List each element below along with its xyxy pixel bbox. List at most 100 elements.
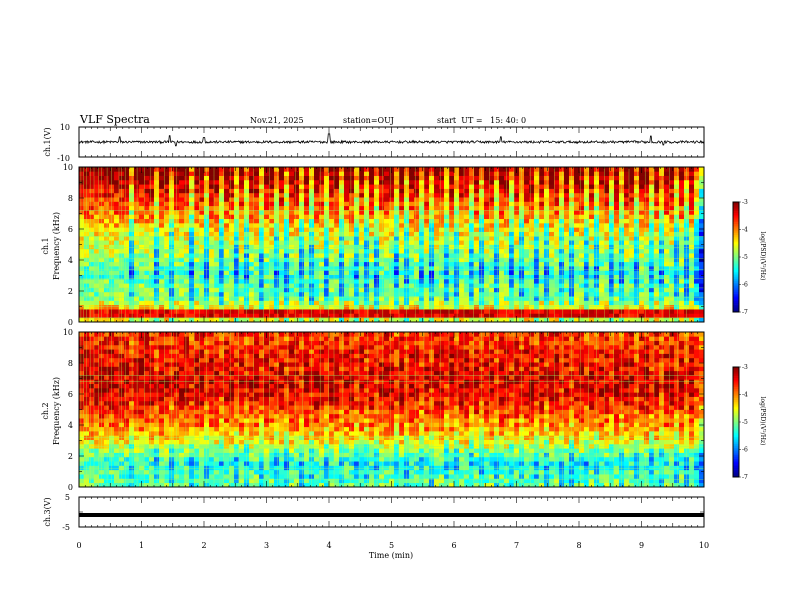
spectrogram-cell [674,309,680,314]
spectrogram-cell [299,188,305,194]
spectrogram-cell [219,278,225,284]
spectrogram-cell [469,313,475,319]
spectrogram-cell [544,175,550,181]
spectrogram-cell [424,304,430,310]
spectrogram-cell [654,287,660,293]
spectrogram-cell [114,257,120,263]
spectrogram-cell [554,274,560,280]
spectrogram-cell [394,227,400,232]
spectrogram-cell [419,188,425,194]
spectrogram-cell [89,304,95,310]
spectrogram-cell [234,253,240,258]
spectrogram-cell [149,309,155,314]
spectrogram-cell [289,283,295,288]
spectrogram-cell [159,248,165,254]
spectrogram-cell [649,257,655,263]
spectrogram-cell [354,231,360,237]
spectrogram-cell [164,188,170,194]
spectrogram-cell [294,231,300,237]
spectrogram-cell [399,218,405,224]
spectrogram-cell [604,283,610,288]
spectrogram-cell [639,300,645,306]
spectrogram-cell [199,184,205,189]
spectrogram-cell [89,201,95,207]
spectrogram-cell [249,179,255,185]
spectrogram-cell [439,167,445,172]
spectrogram-cell [294,283,300,288]
spectrogram-cell [699,317,705,323]
spectrogram-cell [694,296,700,301]
spectrogram-cell [199,214,205,220]
spectrogram-cells [79,167,705,323]
spectrogram-cell [469,257,475,263]
spectrogram-cell [634,317,640,323]
spectrogram-cell [574,248,580,254]
spectrogram-cell [234,309,240,314]
spectrogram-cell [654,205,660,211]
spectrogram-cell [279,184,285,189]
spectrogram-cell [274,257,280,263]
spectrogram-cell [129,283,135,288]
spectrogram-cell [354,287,360,293]
spectrogram-cell [294,227,300,232]
spectrogram-cell [234,167,240,172]
spectrogram-cell [304,184,310,189]
spectrogram-cell [254,287,260,293]
spectrogram-cell [214,270,220,275]
spectrogram-cell [224,291,230,297]
spectrogram-cell [624,201,630,207]
spectrogram-cell [129,218,135,224]
spectrogram-cell [419,175,425,181]
spectrogram-cell [414,184,420,189]
spectrogram-cell [184,270,190,275]
spectrogram-cell [379,266,385,271]
spectrogram-cell [384,304,390,310]
spectrogram-cell [579,274,585,280]
spectrogram-cell [104,270,110,275]
spectrogram-cell [334,300,340,306]
spectrogram-cell [534,291,540,297]
spectrogram-cell [544,248,550,254]
spectrogram-cell [544,300,550,306]
spectrogram-cell [314,179,320,185]
spectrogram-cell [464,240,470,245]
spectrogram-cell [154,278,160,284]
spectrogram-cell [484,171,490,176]
spectrogram-cell [399,244,405,250]
spectrogram-cell [694,287,700,293]
spectrogram-cell [399,291,405,297]
spectrogram-cell [509,248,515,254]
spectrogram-cell [634,270,640,275]
spectrogram-cell [229,214,235,220]
spectrogram-cell [104,205,110,211]
spectrogram-cell [324,235,330,241]
spectrogram-cell [269,296,275,301]
spectrogram-cell [184,231,190,237]
spectrogram-cell [94,201,100,207]
spectrogram-cell [384,317,390,323]
spectrogram-cell [419,240,425,245]
spectrogram-cell [339,300,345,306]
spectrogram-cell [369,201,375,207]
ch1-ylabel-frequency: Frequency (kHz) [52,212,61,280]
spectrogram-cell [674,287,680,293]
spectrogram-cell [509,317,515,323]
spectrogram-cell [394,257,400,263]
spectrogram-cell [234,210,240,215]
spectrogram-cell [259,222,265,228]
spectrogram-cell [574,287,580,293]
spectrogram-cell [419,257,425,263]
spectrogram-cell [104,261,110,267]
spectrogram-cell [409,253,415,258]
spectrogram-cell [584,171,590,176]
spectrogram-cell [79,214,85,220]
spectrogram-cell [329,192,335,198]
spectrogram-cell [489,201,495,207]
spectrogram-cell [674,192,680,198]
spectrogram-cell [689,287,695,293]
spectrogram-cell [664,287,670,293]
spectrogram-cell [544,257,550,263]
spectrogram-cell [324,266,330,271]
spectrogram-cell [659,248,665,254]
spectrogram-cell [669,205,675,211]
